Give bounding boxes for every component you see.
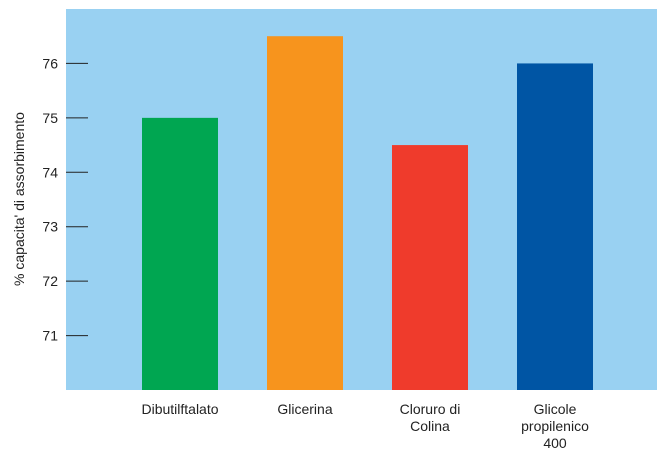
bar (392, 145, 468, 390)
x-category-label-line: Cloruro di (400, 401, 461, 417)
x-category-label-line: 400 (543, 435, 567, 451)
y-tick-label: 74 (42, 164, 58, 180)
bar (267, 36, 343, 390)
y-tick-label: 72 (42, 273, 58, 289)
y-axis-ticks: 71 72 73 74 75 76 (42, 55, 88, 344)
bar (517, 63, 593, 391)
bars (142, 36, 593, 391)
x-category-label: Glicerina (277, 401, 332, 417)
y-axis-title: % capacita' di assorbimento (11, 112, 27, 286)
x-category-label-line: Colina (410, 418, 450, 434)
bar (142, 117, 218, 390)
y-tick-label: 76 (42, 55, 58, 71)
x-category-label: Dibutilftalato (141, 401, 218, 417)
y-tick-label: 73 (42, 219, 58, 235)
y-tick-label: 75 (42, 110, 58, 126)
x-category-label-line: Dibutilftalato (141, 401, 218, 417)
x-category-label-line: propilenico (521, 418, 589, 434)
y-tick-label: 71 (42, 328, 58, 344)
x-axis-labels: Dibutilftalato Glicerina Cloruro di Colina G… (141, 401, 589, 451)
x-category-label: Cloruro di Colina (400, 401, 461, 434)
x-category-label-line: Glicerina (277, 401, 332, 417)
x-category-label: Glicole propilenico 400 (521, 401, 589, 451)
x-category-label-line: Glicole (534, 401, 577, 417)
